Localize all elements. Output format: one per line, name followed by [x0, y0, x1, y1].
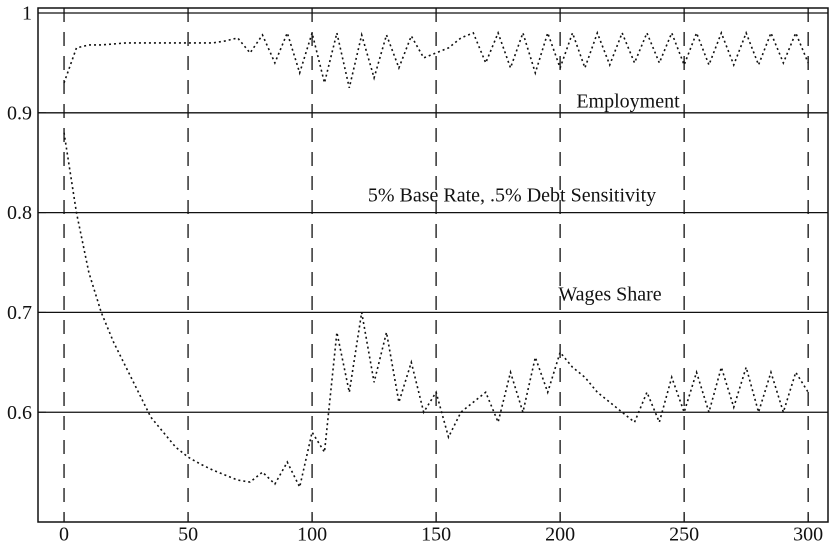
x-tick-label: 100: [297, 524, 327, 543]
y-tick-label: 0.6: [7, 402, 32, 424]
x-tick-label: 300: [793, 524, 823, 543]
y-tick-label: 0.9: [7, 102, 32, 124]
series-line: [63, 132, 809, 490]
x-tick-label: 150: [421, 524, 451, 543]
x-tick-label: 50: [178, 524, 198, 543]
x-tick-label: 250: [669, 524, 699, 543]
annotation: Employment: [576, 91, 680, 113]
y-tick-label: 1: [22, 3, 32, 25]
x-tick-label: 0: [59, 524, 69, 543]
annotation: 5% Base Rate, .5% Debt Sensitivity: [368, 185, 656, 207]
y-tick-label: 0.8: [7, 202, 32, 224]
annotation: Wages Share: [558, 284, 661, 306]
y-tick-label: 0.7: [7, 302, 32, 324]
plot-frame: [37, 7, 829, 523]
x-tick-label: 200: [545, 524, 575, 543]
